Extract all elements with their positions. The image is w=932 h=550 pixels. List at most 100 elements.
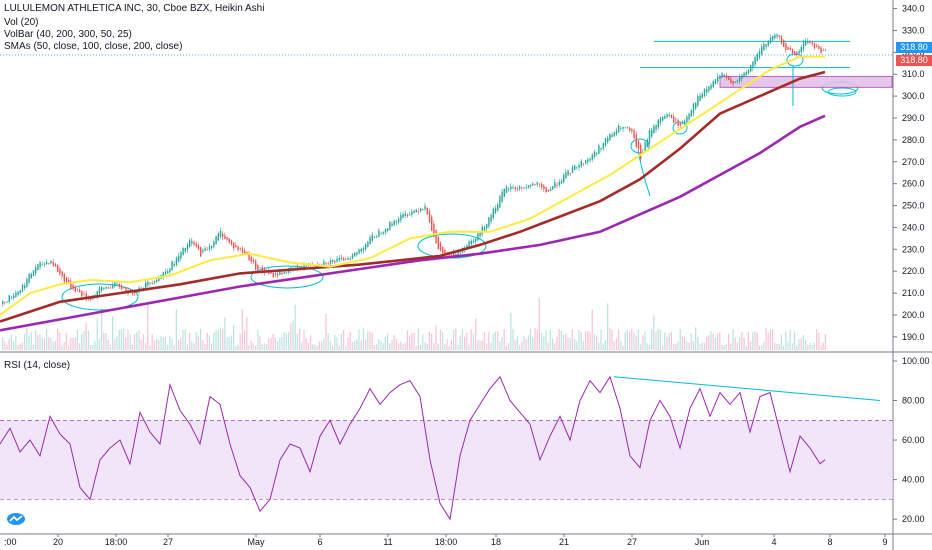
candle-body [706, 89, 708, 93]
volume-bar [358, 329, 360, 350]
candle-body [90, 298, 92, 300]
volume-bar [131, 344, 133, 350]
candle-body [752, 61, 754, 69]
candle-body [107, 287, 109, 289]
volume-bar [525, 339, 527, 350]
candle-body [431, 216, 433, 231]
candle-body [670, 115, 673, 119]
volume-bar [543, 336, 545, 350]
candle-body [455, 253, 457, 256]
volume-bar [444, 343, 446, 350]
volume-bar [314, 344, 316, 350]
candle-body [59, 268, 61, 275]
volume-bar [180, 337, 182, 350]
price-tick-label: 340.0 [902, 4, 925, 14]
volume-bar [206, 332, 208, 350]
candle-body [800, 46, 802, 53]
candle-body [413, 210, 415, 214]
volume-bar [670, 332, 672, 350]
volume-bar [290, 322, 292, 350]
volume-bar [776, 344, 778, 350]
candle-body [134, 292, 136, 294]
rsi-axis[interactable]: 20.00 40.00 60.00 80.00 100.00 [893, 356, 930, 524]
annotation-ellipse [786, 53, 804, 67]
candle-body [10, 297, 13, 299]
time-tick-label: Jun [695, 537, 710, 547]
candle-body [74, 286, 76, 292]
tradingview-logo-icon[interactable] [6, 512, 26, 526]
volume-bar [521, 341, 523, 350]
legend-rsi: RSI (14, close) [4, 360, 71, 371]
candle-body [2, 300, 4, 305]
candle-body [820, 47, 822, 53]
time-tick-label: 21 [559, 537, 569, 547]
volume-bar [235, 345, 237, 350]
volume-bar [191, 341, 193, 350]
candle-body [145, 282, 147, 289]
candle-body [41, 264, 43, 266]
volume-bar [635, 335, 637, 350]
legend-title: LULULEMON ATHLETICA INC, 30, Cboe BZX, H… [4, 3, 265, 14]
candle-body [76, 289, 79, 291]
volume-bar [679, 329, 681, 350]
candle-body [582, 163, 585, 165]
volume-bar [450, 339, 452, 350]
candle-body [530, 184, 532, 187]
candle-body [167, 271, 169, 274]
candle-body [4, 302, 6, 304]
volume-bar [371, 332, 373, 350]
volume-bar [294, 304, 296, 350]
candle-body [728, 76, 730, 80]
candle-body [112, 284, 114, 288]
volume-bar [6, 344, 8, 350]
candle-body [717, 76, 719, 82]
volume-bar [182, 330, 184, 350]
candle-body [123, 287, 125, 289]
candle-body [666, 114, 668, 118]
candle-body [563, 174, 565, 183]
volume-bar [305, 338, 307, 350]
rsi-tick-label: 100.00 [902, 356, 930, 366]
candle-body [508, 189, 510, 190]
volume-bar [336, 337, 338, 350]
volume-bar [332, 345, 334, 350]
volume-bar [653, 315, 655, 350]
volume-bar [153, 340, 155, 350]
volume-bar [79, 343, 81, 350]
price-tick-label: 290.0 [902, 113, 925, 123]
volume-bar [785, 332, 787, 350]
candle-body [257, 265, 259, 270]
price-axis[interactable]: 190.0 200.0 210.0 220.0 230.0 240.0 250.0 260.0… [892, 0, 925, 550]
volume-bar [536, 329, 538, 350]
volume-bar [387, 333, 389, 350]
candle-body [79, 289, 81, 293]
sma-100-line [0, 70, 826, 323]
candle-body [622, 126, 624, 129]
candle-body [523, 187, 525, 189]
candle-body [802, 40, 805, 50]
volume-bar [94, 340, 96, 350]
annotation-stroke [637, 149, 651, 197]
candle-body [13, 295, 15, 299]
candle-body [794, 51, 796, 54]
price-tick-label: 200.0 [902, 310, 925, 320]
volume-bar [318, 341, 320, 350]
candle-body [81, 290, 83, 296]
candle-body [226, 237, 228, 240]
volume-bar [173, 345, 175, 350]
volume-bar [549, 329, 551, 350]
candle-body [547, 189, 549, 192]
candle-body [783, 39, 785, 48]
candle-body [43, 263, 46, 265]
last-price-label: 318.80 [896, 42, 932, 53]
time-axis[interactable]: 20 18:00 27 May 6 11 18:00 18 21 27 Jun 4 8 9:00 [0, 533, 932, 548]
rsi-pane [0, 375, 893, 521]
candle-body [391, 223, 393, 226]
volume-bar [354, 340, 356, 350]
rsi-tick-label: 60.00 [902, 435, 925, 445]
volume-bar [169, 336, 171, 350]
volume-bar [807, 344, 809, 350]
volume-bar [292, 320, 294, 350]
volume-bar [409, 335, 411, 350]
